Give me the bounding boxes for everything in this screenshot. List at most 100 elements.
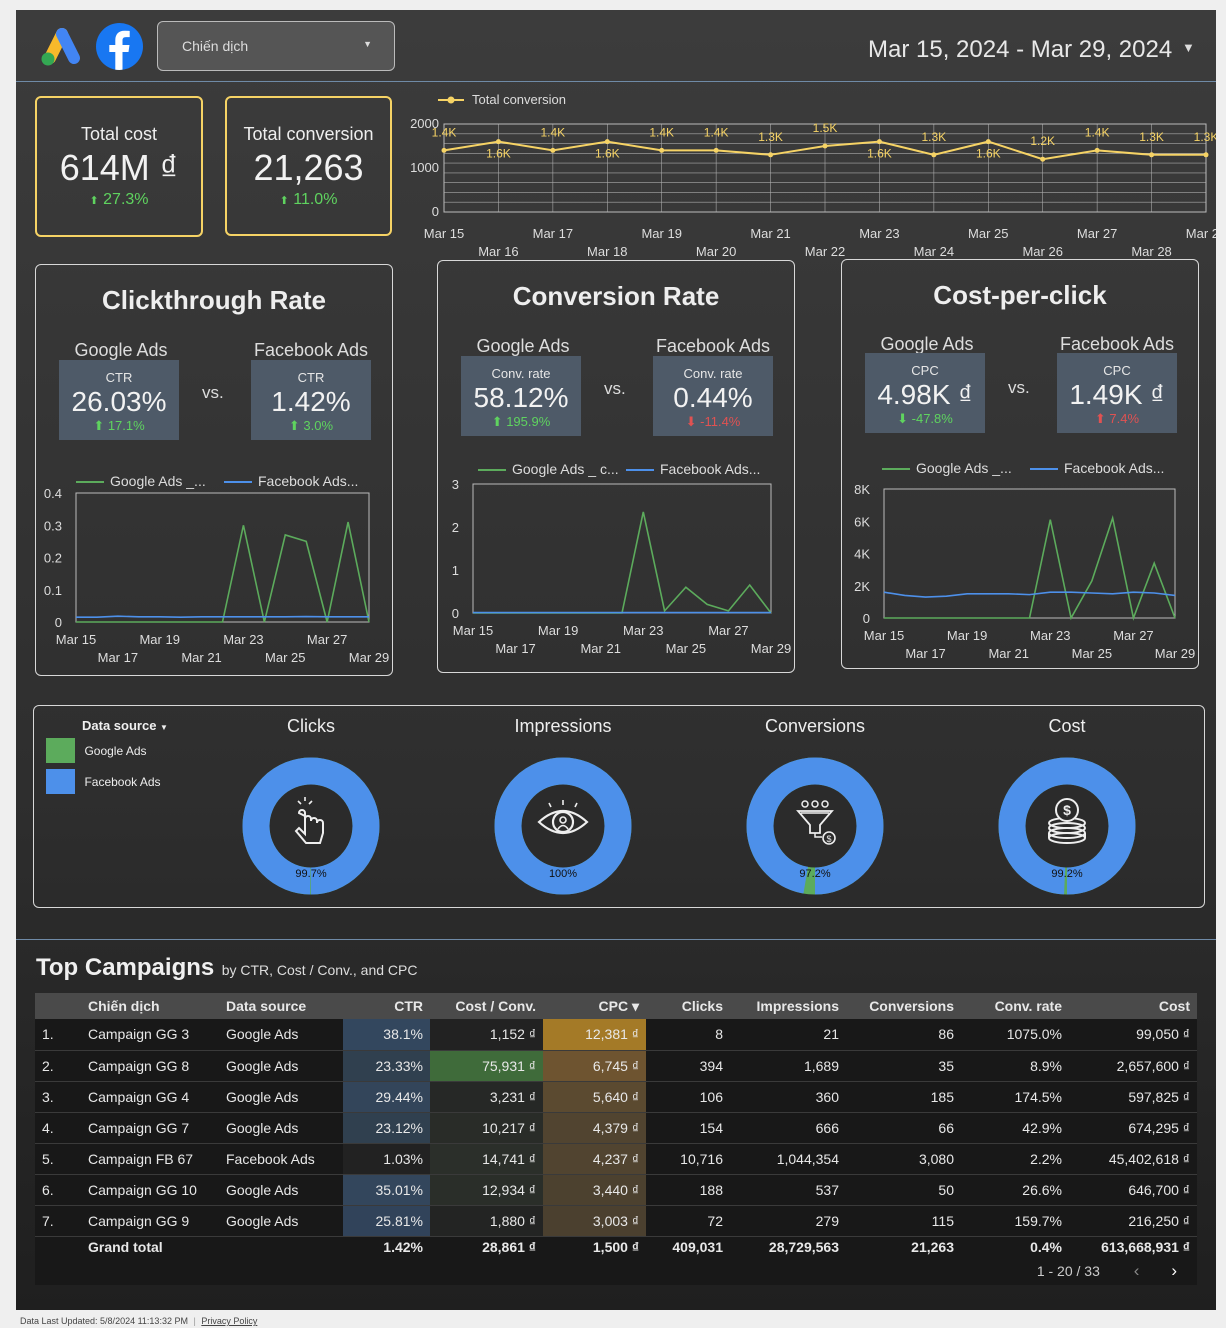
chevron-right-icon[interactable]: › xyxy=(1171,1261,1177,1280)
legend-google-ads: Google Ads xyxy=(46,738,147,763)
google-ads-label: Google Ads xyxy=(476,336,570,356)
chevron-left-icon[interactable]: ‹ xyxy=(1133,1261,1140,1280)
facebook-slice xyxy=(242,757,380,895)
x-tick-label: Mar 19 xyxy=(139,632,179,647)
facebook-slice xyxy=(998,757,1136,895)
table-cell: 3,440 ₫ xyxy=(543,1174,646,1205)
donut-hole xyxy=(1026,785,1108,867)
total-cell: Grand total xyxy=(88,1239,163,1256)
kpi-title: Total cost xyxy=(80,124,158,144)
funnel-icon: $ xyxy=(796,800,836,845)
dashboard: Chiến dịch ▼ Mar 15, 2024 - Mar 29, 2024… xyxy=(16,10,1216,1310)
facebook-metric-change: ⬆ 7.4% xyxy=(1094,411,1140,426)
table-cell: 2,657,600 ₫ xyxy=(1116,1057,1190,1074)
x-tick-label: Mar 25 xyxy=(968,226,1008,241)
y-tick-label: 1 xyxy=(452,563,459,578)
x-tick-label: Mar 27 xyxy=(307,632,347,647)
caret-down-icon: ▼ xyxy=(160,723,168,732)
google-metric-box: CPC 4.98K ₫ ⬇ -47.8% xyxy=(865,353,985,433)
column-header[interactable]: Data source xyxy=(226,998,307,1014)
data-point xyxy=(1040,156,1046,162)
data-source-filter[interactable]: Data source ▼ xyxy=(82,718,168,733)
table-cell: 279 xyxy=(815,1212,839,1229)
column-header[interactable]: Clicks xyxy=(681,998,723,1014)
total-cell xyxy=(35,1236,81,1258)
google-metric-value: 58.12% xyxy=(473,382,569,413)
campaign-filter-dropdown[interactable]: Chiến dịch ▼ xyxy=(157,21,395,71)
table-cell: 1,880 ₫ xyxy=(430,1205,543,1236)
table-row[interactable]: 7. Campaign GG 9 Google Ads 25.81% 1,880 ₫ 3,… xyxy=(35,1205,1197,1236)
table-cell: 1,689 xyxy=(803,1057,839,1074)
table-cell: Campaign GG 4 xyxy=(88,1088,190,1105)
kpi-total-cost: Total cost 614M ₫ ⬆ 27.3% xyxy=(35,96,203,237)
table-cell: Campaign GG 3 xyxy=(88,1026,190,1043)
y-tick-label: 0.2 xyxy=(44,551,62,566)
table-cell: 3,231 ₫ xyxy=(430,1081,543,1112)
x-tick-label: Mar 27 xyxy=(1113,628,1153,643)
donut-hole xyxy=(774,785,856,867)
table-cell: 394 xyxy=(699,1057,723,1074)
table-cell: Google Ads xyxy=(226,1212,299,1229)
table-row[interactable]: 6. Campaign GG 10 Google Ads 35.01% 12,934 ₫… xyxy=(35,1174,1197,1205)
pagination: 1 - 20 / 33 ‹ › xyxy=(1037,1261,1177,1281)
x-tick-label: Mar 17 xyxy=(495,641,535,656)
table-cell: 8 xyxy=(715,1026,723,1043)
column-header[interactable]: CTR xyxy=(394,998,423,1014)
table-cell: 26.6% xyxy=(1022,1181,1062,1198)
facebook-metric-box: CTR 1.42% ⬆ 3.0% xyxy=(251,360,371,440)
x-tick-label: Mar 29 xyxy=(1155,646,1195,661)
data-label: 1.3K xyxy=(922,130,947,144)
column-header[interactable]: Cost / Conv. xyxy=(455,998,536,1014)
x-tick-label: Mar 23 xyxy=(859,226,899,241)
facebook-slice xyxy=(746,757,884,895)
footer: Data Last Updated: 5/8/2024 11:13:32 PM … xyxy=(20,1316,258,1326)
donut-percent-label: 100% xyxy=(549,868,577,880)
donut-percent-label: 99.7% xyxy=(295,868,326,880)
table-cell: 216,250 ₫ xyxy=(1128,1212,1190,1229)
kpi-value: 21,263 xyxy=(253,147,364,188)
table-cell: 21 xyxy=(823,1026,839,1043)
x-tick-label: Mar 29 xyxy=(349,650,389,665)
x-tick-label: Mar 23 xyxy=(623,623,663,638)
table-row[interactable]: 2. Campaign GG 8 Google Ads 23.33% 75,931 ₫ 6… xyxy=(35,1050,1197,1081)
card-title: Cost-per-click xyxy=(933,280,1107,310)
table-row[interactable]: 1. Campaign GG 3 Google Ads 38.1% 1,152 ₫ 12,… xyxy=(35,1019,1197,1050)
x-tick-label: Mar 19 xyxy=(641,226,681,241)
table-row[interactable]: 3. Campaign GG 4 Google Ads 29.44% 3,231 ₫ 5,… xyxy=(35,1081,1197,1112)
y-tick-label: 4K xyxy=(854,547,870,562)
date-range-picker[interactable]: Mar 15, 2024 - Mar 29, 2024 ▼ xyxy=(856,34,1206,64)
plot-frame xyxy=(75,492,370,623)
data-label: 1.4K xyxy=(1085,125,1110,139)
header-divider xyxy=(16,81,1216,82)
column-header[interactable]: Conversions xyxy=(869,998,954,1014)
total-cell: 613,668,931 ₫ xyxy=(1101,1239,1190,1256)
table-cell: 188 xyxy=(699,1181,723,1198)
data-label: 1.5K xyxy=(813,121,838,135)
legend-label: Total conversion xyxy=(472,92,566,107)
table-cell: 3. xyxy=(42,1088,54,1105)
vs-label: vs. xyxy=(1008,378,1030,397)
x-tick-label: Mar 17 xyxy=(533,226,573,241)
x-tick-label: Mar 16 xyxy=(478,244,518,256)
column-header[interactable]: Cost xyxy=(1158,998,1190,1014)
column-header[interactable]: Impressions xyxy=(756,998,839,1014)
table-row[interactable]: 4. Campaign GG 7 Google Ads 23.12% 10,217 ₫ 4… xyxy=(35,1112,1197,1143)
table-row[interactable]: 5. Campaign FB 67 Facebook Ads 1.03% 14,741 … xyxy=(35,1143,1197,1174)
column-header[interactable]: Chiến dịch xyxy=(88,998,160,1014)
donut-percent-label: 97.2% xyxy=(799,868,830,880)
y-tick-label: 0.3 xyxy=(44,518,62,533)
total-cell xyxy=(219,1236,343,1258)
table-cell: 2.2% xyxy=(1030,1150,1062,1167)
column-header[interactable]: CPC ▾ xyxy=(598,997,639,1014)
data-point xyxy=(768,152,774,158)
column-header[interactable] xyxy=(35,993,81,1019)
table-cell: 1,152 ₫ xyxy=(430,1019,543,1050)
google-metric-change: ⬇ -47.8% xyxy=(897,411,953,426)
campaign-table-container: Chiến dịch Data source CTR Cost / Conv. CPC … xyxy=(35,993,1197,1285)
y-tick-label: 2000 xyxy=(410,116,439,131)
total-cell: 1.42% xyxy=(383,1239,423,1256)
table-cell: 38.1% xyxy=(343,1019,430,1050)
table-cell: Google Ads xyxy=(226,1119,299,1136)
column-header[interactable]: Conv. rate xyxy=(994,998,1062,1014)
privacy-policy-link[interactable]: Privacy Policy xyxy=(201,1316,258,1326)
